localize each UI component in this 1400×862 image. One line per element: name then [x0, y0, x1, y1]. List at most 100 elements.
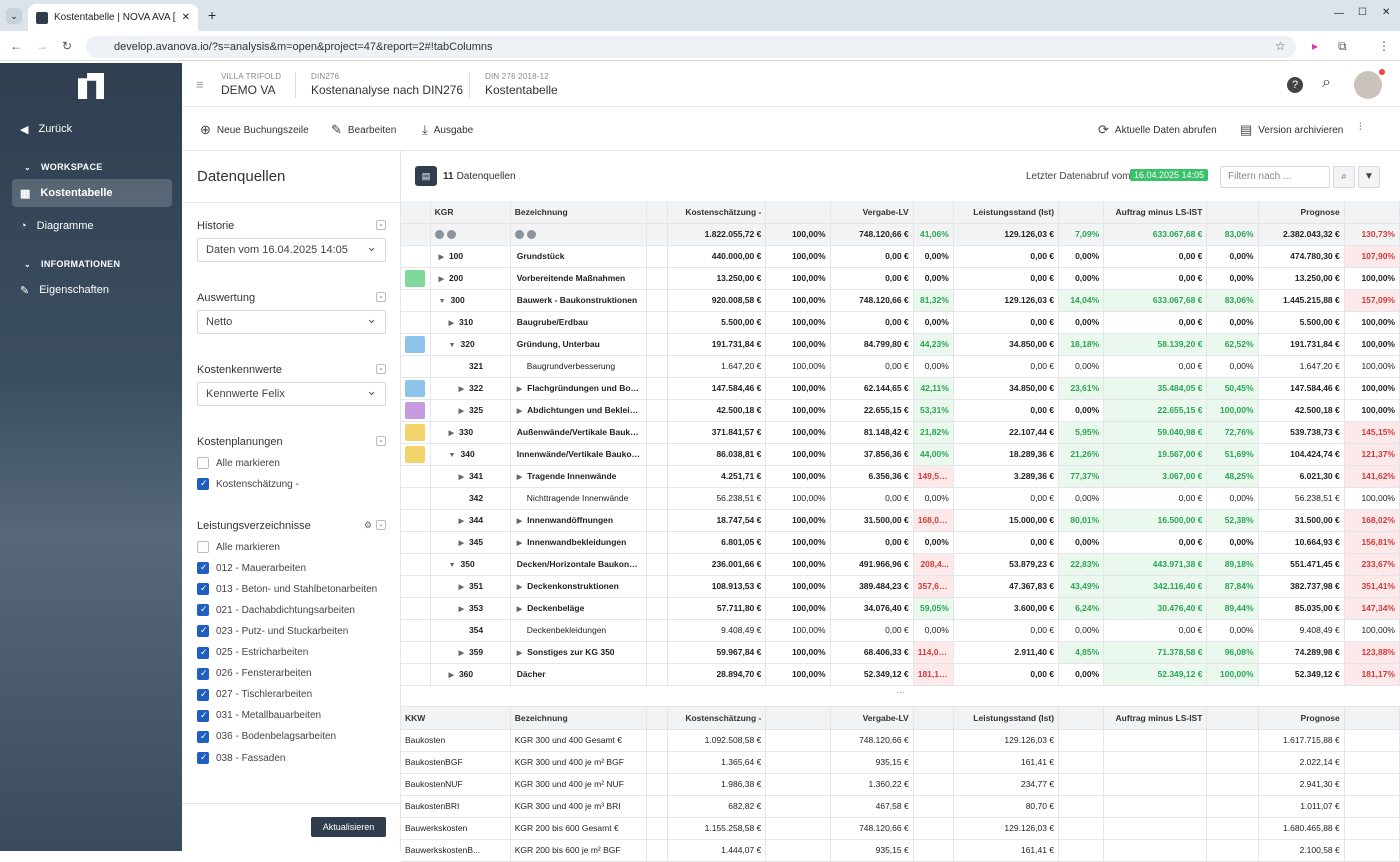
checkbox-item[interactable]: 023 - Putz- und Stuckarbeiten [197, 625, 348, 638]
bookmark-star-icon[interactable]: ☆ [1275, 39, 1286, 53]
menu-dots-icon[interactable]: ⋮ [1378, 39, 1390, 53]
gear-icon[interactable]: ⚙ [363, 520, 372, 530]
expand-toggle-icon[interactable]: ▶ [458, 584, 464, 591]
filter-input[interactable]: Filtern nach ... [1220, 166, 1330, 188]
expand-toggle-icon[interactable]: ▶ [516, 386, 523, 393]
auswertung-header[interactable]: Auswertung ⌄ [197, 292, 386, 304]
expand-toggle-icon[interactable]: ▶ [516, 650, 523, 657]
expand-toggle-icon[interactable]: ▶ [448, 320, 454, 327]
checkbox-item[interactable]: 026 - Fensterarbeiten [197, 667, 312, 680]
expand-toggle-icon[interactable]: ▶ [458, 408, 464, 415]
kkw-row[interactable]: Baukosten KGR 300 und 400 Gesamt € 1.092.5… [401, 729, 1400, 752]
kkw-row[interactable]: BauwerkskostenB... KGR 200 bis 600 je m² … [401, 839, 1400, 862]
url-input[interactable]: develop.avanova.io/?s=analysis&m=open&pr… [86, 36, 1296, 58]
column-header[interactable]: Vergabe-LV [830, 707, 914, 730]
expand-toggle-icon[interactable]: ▼ [448, 342, 456, 349]
reload-icon[interactable]: ↻ [62, 39, 73, 53]
close-tab-icon[interactable]: ✕ [181, 12, 190, 23]
expand-toggle-icon[interactable]: ▶ [516, 606, 523, 613]
table-row[interactable]: ▶ 341 ▶ Tragende Innenwände 4.251,71 €100,00… [401, 465, 1400, 488]
expand-toggle-icon[interactable]: ▶ [438, 276, 444, 283]
column-header[interactable] [646, 201, 669, 224]
column-header[interactable]: KGR [430, 201, 511, 224]
checkbox-item[interactable]: 025 - Estricharbeiten [197, 646, 308, 659]
checkbox-item[interactable]: 013 - Beton- und Stahlbetonarbeiten [197, 583, 377, 596]
avatar[interactable] [1354, 71, 1382, 99]
column-header[interactable] [646, 707, 669, 730]
breadcrumb-report[interactable]: DIN 276 2018-12 Kostentabelle [469, 72, 558, 98]
search-icon[interactable]: ⌕ [1322, 74, 1331, 91]
new-tab-button[interactable]: + [208, 7, 217, 23]
table-row[interactable]: ▼ 300 Bauwerk - Baukonstruktionen 920.008,5… [401, 289, 1400, 312]
table-row[interactable]: ▼ 320 Gründung, Unterbau 191.731,84 €100,00… [401, 333, 1400, 356]
sidebar-item-diagramme[interactable]: ◔ Diagramme [12, 212, 172, 240]
breadcrumb-analysis[interactable]: DIN276 Kostenanalyse nach DIN276 [295, 72, 463, 98]
settings-sliders-icon[interactable]: ⫶ [1359, 122, 1362, 133]
column-header[interactable] [765, 707, 831, 730]
table-row[interactable]: ▶ 310 Baugrube/Erdbau 5.500,00 €100,00% 0,00… [401, 311, 1400, 334]
help-icon[interactable]: ? [1287, 77, 1303, 93]
table-row[interactable]: ▶ 330 Außenwände/Vertikale Baukonstruktion… [401, 421, 1400, 444]
sidebar-item-kostentabelle[interactable]: ▦ Kostentabelle [12, 179, 172, 207]
historie-select[interactable]: Daten vom 16.04.2025 14:05 [197, 236, 386, 262]
checkbox-item[interactable]: 027 - Tischlerarbeiten [197, 688, 312, 701]
column-header[interactable]: Prognose [1258, 707, 1345, 730]
expand-toggle-icon[interactable]: ▶ [516, 584, 523, 591]
info-section[interactable]: ⌄ INFORMATIONEN [24, 259, 120, 269]
column-header[interactable] [913, 707, 954, 730]
checkbox-item[interactable]: Alle markieren [197, 541, 280, 553]
expand-toggle-icon[interactable]: ▶ [448, 430, 454, 437]
checkbox[interactable] [197, 688, 209, 701]
expand-toggle-icon[interactable]: ▼ [448, 562, 456, 569]
column-header[interactable]: Auftrag minus LS-IST [1103, 201, 1208, 224]
checkbox[interactable] [197, 604, 209, 617]
auswertung-select[interactable]: Netto [197, 308, 386, 334]
expand-toggle-icon[interactable]: ▶ [448, 672, 454, 679]
expand-toggle-icon[interactable]: ▼ [438, 298, 446, 305]
kennwerte-select[interactable]: Kennwerte Felix [197, 380, 386, 406]
tab-search-button[interactable]: ⌄ [6, 8, 22, 24]
nav-controls[interactable] [510, 223, 648, 246]
checkbox[interactable] [197, 730, 209, 743]
expand-toggle-icon[interactable]: ▶ [458, 650, 464, 657]
table-row[interactable]: ▼ 350 Decken/Horizontale Baukonstruktionen… [401, 553, 1400, 576]
back-button[interactable]: ◀ Zurück [12, 115, 172, 143]
workspace-section[interactable]: ⌄ WORKSPACE [24, 162, 103, 172]
menu-toggle-icon[interactable]: ≡ [196, 77, 204, 92]
column-header[interactable]: KKW [401, 707, 511, 730]
expand-toggle-icon[interactable]: ▶ [438, 254, 444, 261]
nav-controls[interactable] [430, 223, 511, 246]
column-header[interactable] [1058, 707, 1105, 730]
forward-icon[interactable]: → [36, 39, 48, 53]
expand-toggle-icon[interactable]: ▶ [516, 474, 523, 481]
table-row[interactable]: ▶ 359 ▶ Sonstiges zur KG 350 59.967,84 €100,… [401, 641, 1400, 664]
table-row[interactable]: ▶ 345 ▶ Innenwandbekleidungen 6.801,05 €100,… [401, 531, 1400, 554]
column-header[interactable] [913, 201, 954, 224]
checkbox-item[interactable]: 012 - Mauerarbeiten [197, 562, 306, 575]
close-window-icon[interactable]: ✕ [1382, 7, 1391, 18]
edit-button[interactable]: ✎ Bearbeiten [331, 122, 396, 138]
output-button[interactable]: ⤓ Ausgabe [422, 122, 473, 138]
column-header[interactable]: Kostenschätzung - [667, 707, 767, 730]
table-row[interactable]: ▶ 353 ▶ Deckenbeläge 57.711,80 €100,00% 34.07… [401, 597, 1400, 620]
column-header[interactable]: Leistungsstand (Ist) [953, 201, 1060, 224]
column-header[interactable]: Kostenschätzung - [667, 201, 767, 224]
table-row[interactable]: ▶ 100 Grundstück 440.000,00 €100,00% 0,00 €0… [401, 245, 1400, 268]
archive-version-button[interactable]: ▤ Version archivieren [1240, 122, 1343, 138]
checkbox-item[interactable]: 038 - Fassaden [197, 752, 286, 764]
minimize-icon[interactable]: — [1334, 8, 1344, 19]
maximize-icon[interactable]: ☐ [1358, 7, 1367, 18]
column-header[interactable]: Auftrag minus LS-IST [1103, 707, 1208, 730]
extension-icon[interactable]: ▸ [1312, 39, 1319, 53]
table-row[interactable]: ▶ 351 ▶ Deckenkonstruktionen 108.913,53 €100… [401, 575, 1400, 598]
expand-toggle-icon[interactable]: ▶ [458, 386, 464, 393]
lv-header[interactable]: Leistungsverzeichnisse ⚙ ⌄ [197, 520, 386, 532]
expand-toggle-icon[interactable]: ▶ [458, 474, 464, 481]
table-row[interactable]: ▶ 360 Dächer 28.894,70 €100,00% 52.349,12 €1… [401, 663, 1400, 686]
expand-toggle-icon[interactable]: ▶ [458, 606, 464, 613]
checkbox[interactable] [197, 478, 209, 491]
back-icon[interactable]: ← [10, 39, 22, 53]
breadcrumb-project[interactable]: VILLA TRIFOLD DEMO VA [221, 72, 281, 97]
refresh-data-button[interactable]: ⟳ Aktuelle Daten abrufen [1098, 122, 1217, 138]
